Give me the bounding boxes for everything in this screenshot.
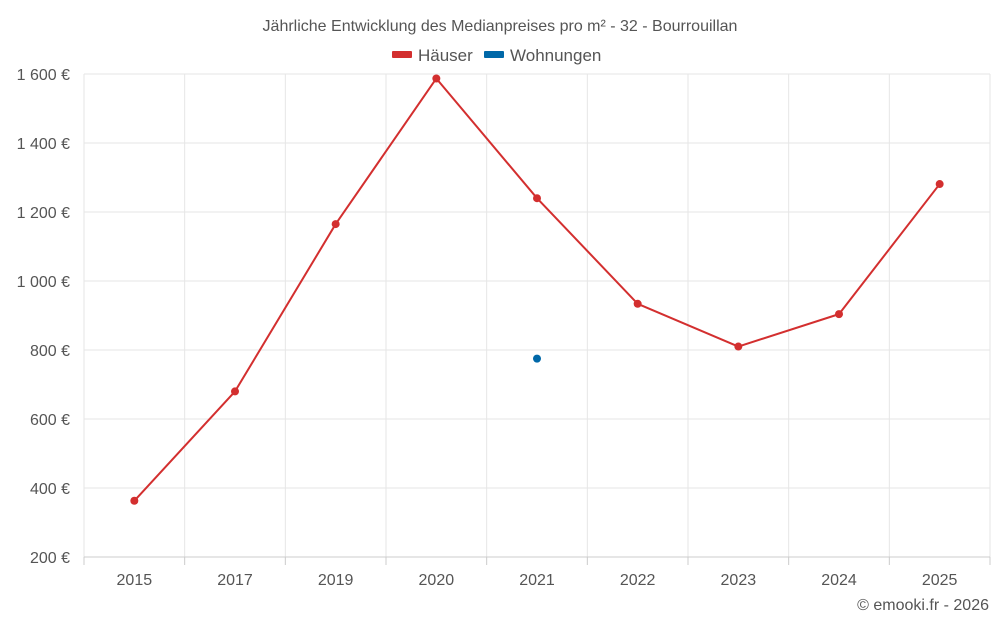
legend-label-haeuser: Häuser [418, 46, 473, 65]
x-tick-label: 2015 [117, 572, 153, 589]
legend-swatch-wohnungen [484, 51, 504, 58]
y-tick-label: 800 € [30, 343, 70, 360]
data-point-haeuser-2017[interactable] [231, 387, 239, 396]
data-point-haeuser-2021[interactable] [533, 194, 541, 203]
chart-title: Jährliche Entwicklung des Medianpreises … [263, 18, 738, 35]
data-point-haeuser-2023[interactable] [734, 342, 743, 351]
data-point-haeuser-2025[interactable] [935, 180, 944, 189]
y-tick-label: 1 000 € [17, 274, 70, 291]
legend-swatch-haeuser [392, 51, 412, 58]
data-point-haeuser-2020[interactable] [432, 74, 441, 83]
x-tick-label: 2017 [217, 572, 253, 589]
y-tick-label: 400 € [30, 481, 70, 498]
x-tick-label: 2019 [318, 572, 354, 589]
x-tick-label: 2024 [821, 572, 857, 589]
series-wohnungen [533, 354, 541, 363]
y-tick-label: 200 € [30, 550, 70, 567]
data-point-haeuser-2024[interactable] [835, 310, 843, 319]
x-tick-label: 2022 [620, 572, 656, 589]
y-axis-ticks: 200 € 400 € 600 € 800 € 1 000 € 1 200 € 1 400 … [17, 67, 70, 567]
credit: © emooki.fr - 2026 [857, 597, 989, 614]
x-tick-label: 2020 [419, 572, 455, 589]
grid [83, 73, 991, 558]
data-point-haeuser-2022[interactable] [633, 299, 642, 308]
y-tick-label: 1 400 € [17, 136, 70, 153]
data-point-haeuser-2019[interactable] [331, 220, 340, 229]
data-point-haeuser-2015[interactable] [130, 496, 139, 505]
x-tick-label: 2023 [721, 572, 757, 589]
series-haeuser [130, 74, 944, 505]
x-tick-label: 2021 [519, 572, 555, 589]
data-point-wohnungen-2021[interactable] [533, 354, 541, 363]
x-tick-label: 2025 [922, 572, 958, 589]
legend-item-wohnungen[interactable]: Wohnungen [484, 46, 601, 65]
y-tick-label: 600 € [30, 412, 70, 429]
x-axis-ticks: 2015 2017 2019 2020 2021 2022 2023 2024 2025 [83, 557, 991, 589]
legend-item-haeuser[interactable]: Häuser [392, 46, 473, 65]
legend: Häuser Wohnungen [392, 46, 601, 65]
y-tick-label: 1 600 € [17, 67, 70, 84]
series-line-haeuser [133, 77, 941, 502]
legend-label-wohnungen: Wohnungen [510, 46, 601, 65]
series [130, 74, 944, 505]
y-tick-label: 1 200 € [17, 205, 70, 222]
